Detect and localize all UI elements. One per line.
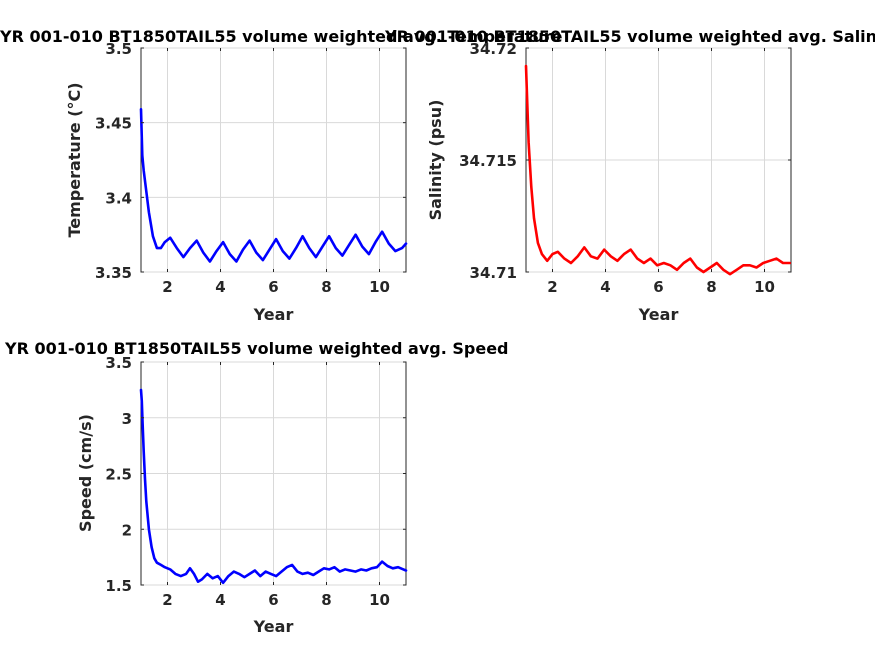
- salinity-y-axis-label: Salinity (psu): [426, 100, 445, 221]
- speed-series-line: [139, 388, 408, 585]
- speed-x-tick-label: 4: [215, 591, 225, 609]
- temperature-chart-title: YR 001-010 BT1850TAIL55 volume weighted …: [0, 27, 563, 46]
- temperature-line-layer: [139, 107, 408, 263]
- speed-x-tick-label: 2: [162, 591, 172, 609]
- salinity-y-ticks: 34.71 34.715 34.72: [459, 40, 791, 282]
- speed-x-axis-label: Year: [253, 617, 294, 636]
- temp-x-tick-label: 10: [369, 278, 390, 296]
- speed-x-tick-label: 6: [268, 591, 278, 609]
- temp-series-line: [139, 107, 408, 263]
- speed-y-tick-label: 2.5: [105, 466, 132, 484]
- speed-x-ticks: 2 4 6 8 10: [162, 362, 390, 609]
- temp-y-tick-label: 3.45: [95, 115, 132, 133]
- speed-line-layer: [139, 388, 408, 585]
- temperature-x-ticks: 2 4 6 8 10: [162, 48, 390, 296]
- salt-x-tick-label: 6: [653, 278, 663, 296]
- temperature-panel: 2 4 6 8 10 3.35 3.4 3.45 3.5 YR 001-010 BT1850T…: [0, 27, 563, 324]
- salinity-grid: [526, 47, 791, 273]
- temp-x-tick-label: 6: [268, 278, 278, 296]
- salt-x-tick-label: 8: [706, 278, 716, 296]
- speed-y-axis-label: Speed (cm/s): [76, 414, 95, 532]
- salinity-panel: 2 4 6 8 10 34.71 34.715 34.72 YR 001-010 BT185…: [384, 27, 875, 324]
- salinity-x-ticks: 2 4 6 8 10: [547, 48, 775, 296]
- salt-x-tick-label: 10: [754, 278, 775, 296]
- salinity-chart-title: YR 001-010 BT1850TAIL55 volume weighted …: [384, 27, 875, 46]
- salinity-line-layer: [524, 64, 792, 276]
- temperature-y-ticks: 3.35 3.4 3.45 3.5: [95, 40, 406, 282]
- speed-y-ticks: 1.5 2 2.5 3 3.5: [105, 354, 406, 595]
- speed-y-tick-label: 2: [122, 521, 132, 539]
- salt-x-tick-label: 2: [547, 278, 557, 296]
- speed-y-tick-label: 3.5: [105, 354, 132, 372]
- speed-chart-title: YR 001-010 BT1850TAIL55 volume weighted …: [4, 339, 509, 358]
- speed-y-tick-label: 1.5: [105, 577, 132, 595]
- temp-x-tick-label: 2: [162, 278, 172, 296]
- salinity-x-axis-label: Year: [638, 305, 679, 324]
- temp-y-tick-label: 3.5: [105, 40, 132, 58]
- speed-panel: 2 4 6 8 10 1.5 2 2.5 3 3.5 YR 001-010 BT1850TAIL…: [4, 339, 509, 636]
- salt-y-tick-label: 34.72: [470, 40, 517, 58]
- temp-y-tick-label: 3.4: [105, 189, 132, 207]
- salt-x-tick-label: 4: [600, 278, 610, 296]
- salt-y-tick-label: 34.715: [459, 152, 517, 170]
- speed-x-tick-label: 10: [369, 591, 390, 609]
- salt-series-line: [524, 64, 792, 276]
- temperature-y-axis-label: Temperature (°C): [65, 82, 84, 237]
- temp-x-tick-label: 4: [215, 278, 225, 296]
- temperature-x-axis-label: Year: [253, 305, 294, 324]
- salt-y-tick-label: 34.71: [470, 264, 517, 282]
- temp-y-tick-label: 3.35: [95, 264, 132, 282]
- speed-x-tick-label: 8: [321, 591, 331, 609]
- temp-x-tick-label: 8: [321, 278, 331, 296]
- speed-y-tick-label: 3: [122, 410, 132, 428]
